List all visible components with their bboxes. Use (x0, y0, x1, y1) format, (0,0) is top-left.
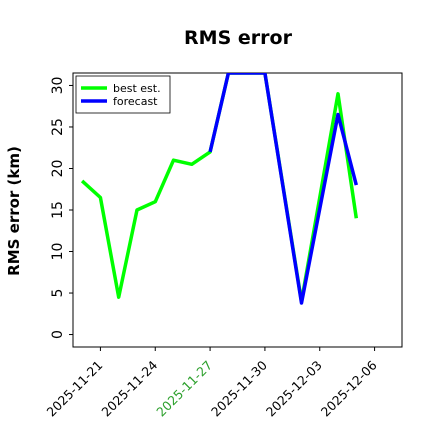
x-tick-label: 2025-12-03 (263, 358, 325, 420)
y-tick-label: 20 (50, 160, 66, 178)
x-tick-label: 2025-12-06 (318, 357, 380, 419)
y-tick-label: 30 (50, 77, 66, 95)
x-ticks: 2025-11-212025-11-242025-11-272025-11-30… (44, 347, 380, 419)
legend-label: best est. (113, 82, 161, 95)
plot-frame (72, 72, 403, 348)
chart-title: RMS error (184, 27, 293, 49)
y-tick-label: 25 (50, 118, 66, 136)
y-tick-label: 15 (50, 201, 66, 219)
legend-label: forecast (113, 95, 158, 108)
y-ticks: 0 5 10 15 20 25 30 (50, 77, 73, 339)
y-tick-label: 0 (50, 330, 66, 339)
y-axis-label: RMS error (km) (5, 146, 23, 276)
series-line-forecast (208, 73, 358, 305)
y-tick-label: 10 (50, 243, 66, 261)
x-tick-label: 2025-11-27 (153, 358, 215, 420)
series-layer (80, 73, 359, 305)
y-tick-label: 5 (50, 289, 66, 298)
legend-box (75, 75, 171, 114)
legend: best est.forecast (75, 75, 171, 114)
x-tick-label: 2025-11-24 (98, 357, 160, 419)
plot-area (72, 72, 403, 348)
x-tick-label: 2025-11-21 (44, 358, 106, 420)
x-tick-label: 2025-11-30 (208, 357, 270, 419)
